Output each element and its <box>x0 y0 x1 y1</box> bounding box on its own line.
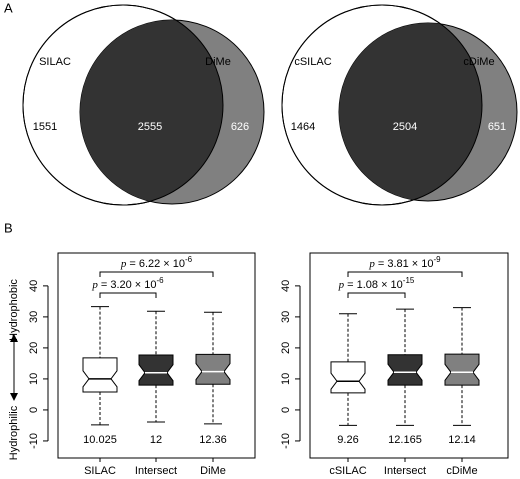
y-tick-label: 0 <box>280 407 292 413</box>
x-tick-label: cSILAC <box>329 465 366 477</box>
set-label: cSILAC <box>294 56 331 68</box>
bracket <box>347 292 406 298</box>
p-value: p = 3.81 × 10-9 <box>368 255 441 270</box>
box <box>387 354 423 386</box>
box <box>444 353 480 386</box>
y-tick-label: 10 <box>28 373 40 385</box>
median-label: 12.36 <box>199 434 227 446</box>
panel-label: B <box>4 220 13 235</box>
p-exponent: -15 <box>403 276 415 285</box>
set-outline <box>22 4 224 206</box>
bracket <box>99 271 214 277</box>
y-label: Hydrophilic <box>8 405 20 460</box>
region-count: 1464 <box>291 121 315 133</box>
median-label: 12.14 <box>448 434 476 446</box>
p-exponent: -6 <box>185 255 193 264</box>
median-label: 9.26 <box>337 434 358 446</box>
median-label: 12 <box>150 434 162 446</box>
p-value: p = 6.22 × 10-6 <box>120 255 193 270</box>
p-symbol: p <box>338 279 345 291</box>
set-label: SILAC <box>39 56 71 68</box>
y-tick-label: 40 <box>28 280 40 292</box>
y-tick-label: 0 <box>28 407 40 413</box>
y-tick-label: 40 <box>280 280 292 292</box>
p-text: = 3.20 × 10 <box>101 279 157 291</box>
p-text: = 3.81 × 10 <box>378 258 434 270</box>
y-label: Hydrophobic <box>8 279 20 341</box>
y-tick-label: 10 <box>280 373 292 385</box>
box <box>82 357 118 393</box>
x-tick-label: cDiMe <box>446 465 477 477</box>
plot-frame <box>309 252 509 459</box>
x-tick-label: SILAC <box>84 465 116 477</box>
bracket <box>99 292 157 298</box>
region-count: 651 <box>488 121 506 133</box>
set-outline <box>281 4 483 206</box>
p-symbol: p <box>91 279 98 291</box>
median-label: 12.165 <box>388 434 422 446</box>
y-tick-label: 30 <box>28 311 40 323</box>
region-count: 2555 <box>138 121 162 133</box>
box <box>195 353 231 385</box>
x-tick-label: Intersect <box>135 465 177 477</box>
p-symbol: p <box>368 258 375 270</box>
p-symbol: p <box>120 258 127 270</box>
x-tick-label: DiMe <box>200 465 226 477</box>
p-value: p = 1.08 × 10-15 <box>338 276 415 291</box>
region-count: 1551 <box>33 121 57 133</box>
y-tick-label: -10 <box>280 433 292 449</box>
p-exponent: -9 <box>434 255 442 264</box>
box <box>138 354 174 386</box>
set-label: cDiMe <box>463 56 494 68</box>
y-tick-label: 20 <box>280 342 292 354</box>
y-tick-label: -10 <box>28 433 40 449</box>
p-exponent: -6 <box>157 276 165 285</box>
set-label: DiMe <box>205 56 231 68</box>
x-tick-label: Intersect <box>384 465 426 477</box>
median-label: 10.025 <box>83 434 117 446</box>
y-tick-label: 30 <box>280 311 292 323</box>
y-tick-label: 20 <box>28 342 40 354</box>
p-text: = 6.22 × 10 <box>129 258 185 270</box>
region-count: 626 <box>231 121 249 133</box>
region-count: 2504 <box>393 121 417 133</box>
p-text: = 1.08 × 10 <box>347 279 403 291</box>
box <box>330 361 366 394</box>
bracket <box>347 271 463 277</box>
panel-label: A <box>4 0 13 15</box>
arrow-head <box>10 334 18 401</box>
p-value: p = 3.20 × 10-6 <box>91 276 164 291</box>
